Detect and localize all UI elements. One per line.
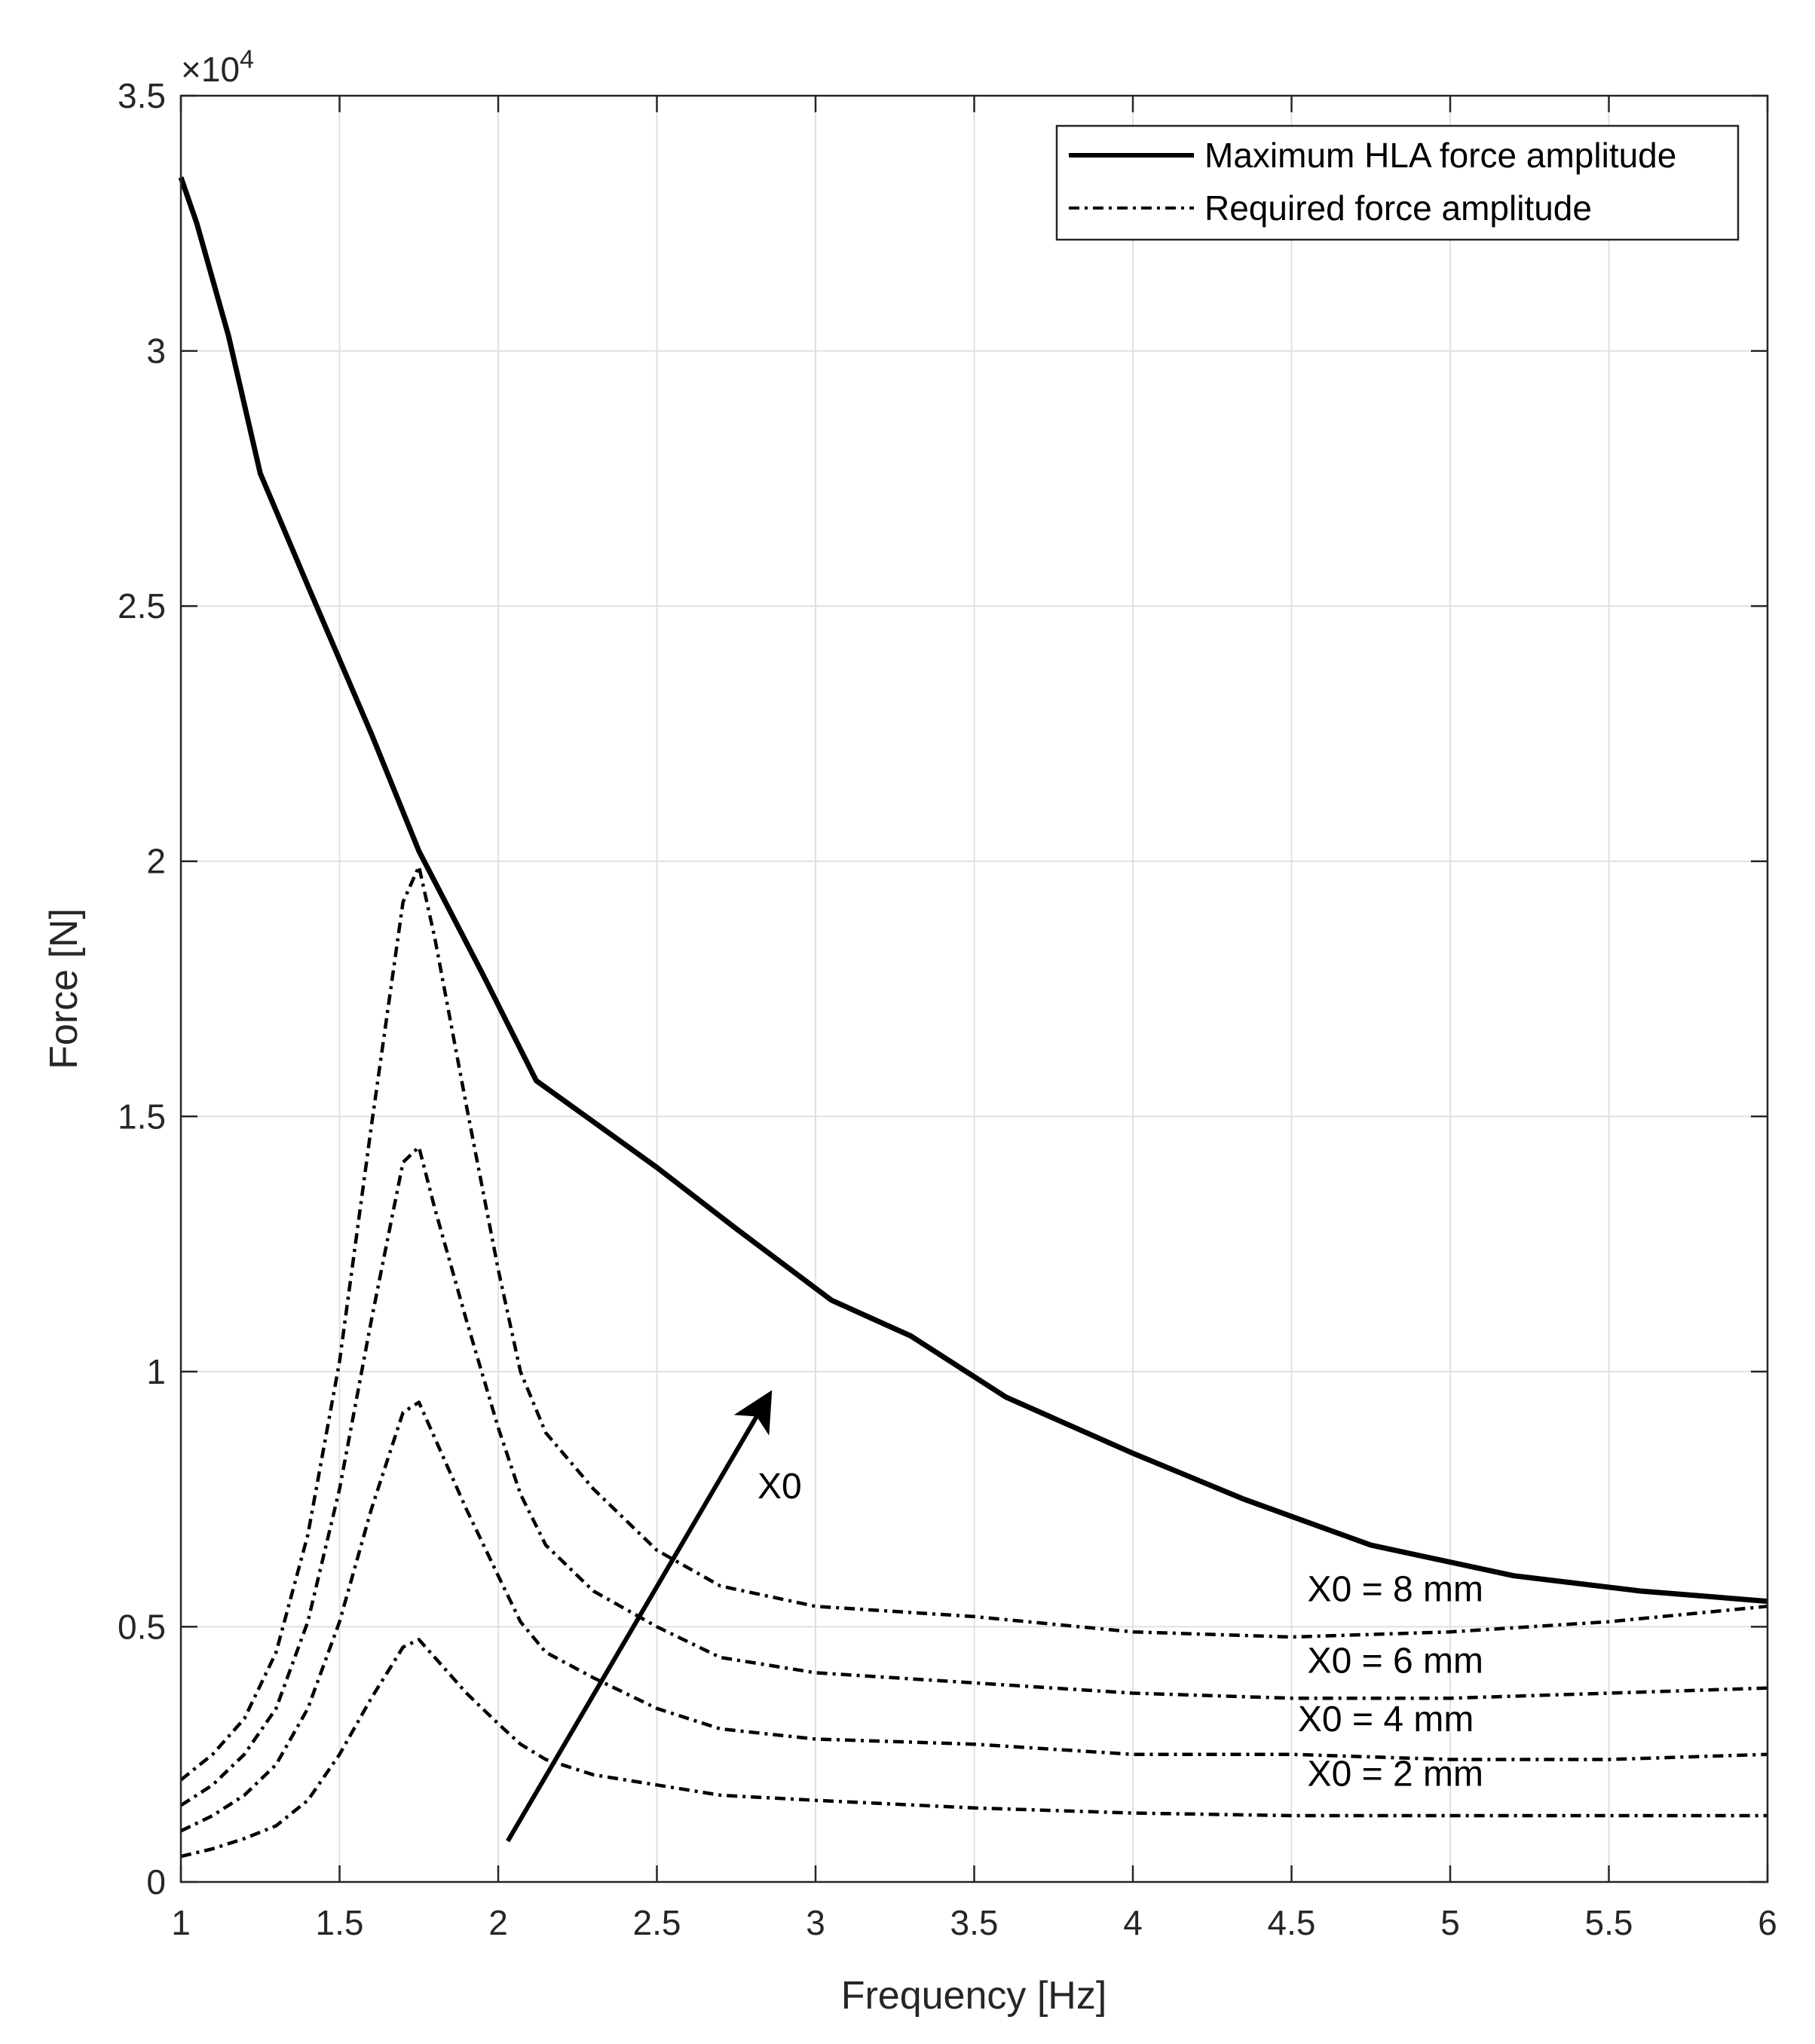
x-axis-label: Frequency [Hz]	[841, 1974, 1107, 2018]
annotations: X0 X0 = 8 mm X0 = 6 mm X0 = 4 mm X0 = 2 …	[506, 1390, 1483, 1843]
y-tick-label: 3.5	[118, 76, 166, 115]
curve-label-6mm: X0 = 6 mm	[1308, 1641, 1483, 1681]
curve-label-8mm: X0 = 8 mm	[1308, 1570, 1483, 1610]
y-exponent-label: ×104	[181, 45, 254, 89]
x-tick-label: 5.5	[1585, 1903, 1633, 1942]
grid	[181, 96, 1768, 1882]
x-tick-label: 4.5	[1268, 1903, 1316, 1942]
curve-label-2mm: X0 = 2 mm	[1308, 1755, 1483, 1795]
x-tick-label: 3	[806, 1903, 825, 1942]
x-tick-label: 1.5	[316, 1903, 364, 1942]
legend-entry-required-force: Required force amplitude	[1204, 188, 1592, 228]
y-tick-label: 1	[146, 1352, 166, 1391]
x0-arrow-label: X0	[758, 1467, 802, 1507]
y-exponent-base: ×10	[181, 50, 240, 89]
y-tick-label: 0.5	[118, 1607, 166, 1646]
y-exponent-power: 4	[240, 45, 254, 74]
series-line-required-force	[180, 1400, 1768, 1833]
curve-label-4mm: X0 = 4 mm	[1298, 1700, 1474, 1740]
x-tick-label: 2	[488, 1903, 508, 1942]
x0-direction-arrow	[506, 1390, 773, 1843]
x-tick-label: 6	[1758, 1903, 1777, 1942]
y-tick-label: 0	[146, 1862, 166, 1902]
y-tick-label: 3	[146, 332, 166, 371]
series-line-required-force	[179, 864, 1768, 1782]
legend-entry-max-force: Maximum HLA force amplitude	[1204, 136, 1676, 175]
x-tick-label: 3.5	[950, 1903, 999, 1942]
series-line-max-hla-force	[178, 176, 1768, 1605]
axis-ticks: 1 1.5 2 2.5 3 3.5 4 4.5 5 5.5 6 0 0.5 1 1.5 2 2.5 3 3.5	[118, 76, 1777, 1942]
y-tick-label: 1.5	[118, 1097, 166, 1136]
series-lines	[178, 176, 1768, 1859]
x-tick-label: 2.5	[633, 1903, 681, 1942]
series-line-required-force	[179, 1145, 1768, 1807]
x-tick-label: 5	[1440, 1903, 1460, 1942]
plot-frame	[179, 94, 1769, 1883]
x-tick-label: 4	[1123, 1903, 1143, 1942]
legend-box	[1055, 124, 1740, 241]
y-tick-label: 2	[146, 842, 166, 881]
y-tick-label: 2.5	[118, 586, 166, 626]
y-axis-label: Force [N]	[42, 908, 86, 1069]
x-tick-label: 1	[171, 1903, 191, 1942]
legend: Maximum HLA force amplitude Required for…	[1055, 124, 1740, 241]
